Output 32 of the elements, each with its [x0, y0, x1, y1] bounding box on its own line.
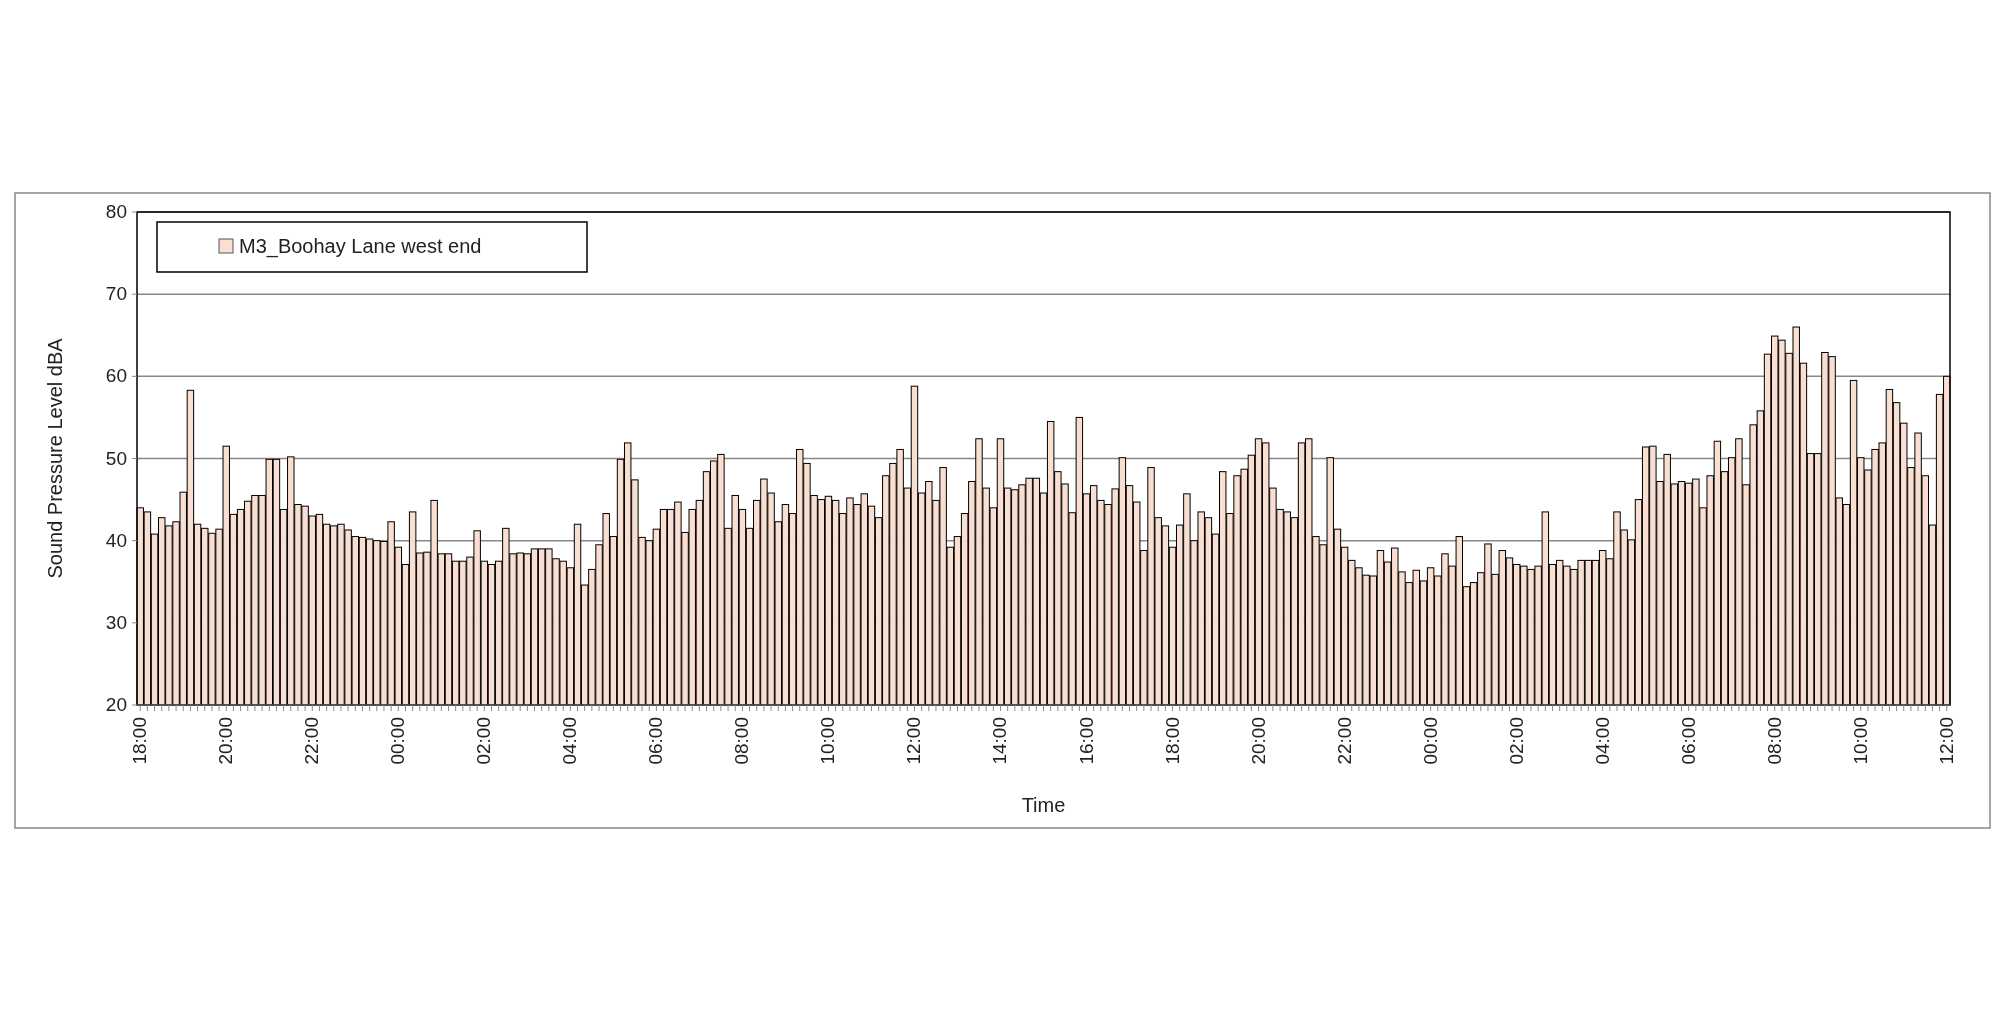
- x-tick-label: 22:00: [1333, 717, 1355, 765]
- x-tick-label: 18:00: [1161, 717, 1183, 765]
- y-tick-label: 50: [105, 447, 127, 469]
- x-tick-label: 10:00: [817, 717, 839, 765]
- y-tick-label: 20: [105, 694, 127, 715]
- y-tick-label: 80: [105, 201, 127, 222]
- x-tick-label: 06:00: [1677, 717, 1699, 765]
- y-axis-title: Sound Pressure Level dBA: [44, 337, 66, 579]
- y-tick-label: 40: [105, 529, 127, 551]
- x-tick-label: 18:00: [129, 717, 151, 765]
- y-tick-label: 30: [105, 611, 127, 633]
- x-tick-label: 12:00: [1935, 717, 1957, 765]
- x-tick-label: 04:00: [1591, 717, 1613, 765]
- x-tick-label: 20:00: [215, 717, 237, 765]
- x-tick-label: 22:00: [301, 717, 323, 765]
- y-tick-label: 60: [105, 365, 127, 387]
- x-tick-label: 00:00: [1419, 717, 1441, 765]
- legend-label: M3_Boohay Lane west end: [239, 235, 482, 258]
- x-tick-label: 02:00: [1505, 717, 1527, 765]
- x-tick-label: 10:00: [1849, 717, 1871, 765]
- x-tick-label: 20:00: [1247, 717, 1269, 765]
- x-tick-label: 16:00: [1075, 717, 1097, 765]
- x-tick-label: 04:00: [559, 717, 581, 765]
- x-tick-label: 00:00: [387, 717, 409, 765]
- x-tick-label: 06:00: [645, 717, 667, 765]
- y-tick-label: 70: [105, 283, 127, 305]
- x-tick-label: 12:00: [903, 717, 925, 765]
- x-tick-label: 14:00: [989, 717, 1011, 765]
- x-tick-label: 02:00: [473, 717, 495, 765]
- x-tick-label: 08:00: [1763, 717, 1785, 765]
- x-tick-label: 08:00: [731, 717, 753, 765]
- x-axis-title: Time: [1021, 794, 1066, 816]
